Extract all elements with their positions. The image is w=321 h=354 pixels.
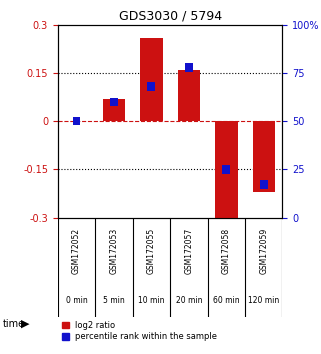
- Bar: [147, 82, 155, 91]
- Text: GSM172059: GSM172059: [259, 227, 268, 274]
- Bar: [73, 117, 81, 125]
- Text: 20 min: 20 min: [176, 296, 202, 304]
- Title: GDS3030 / 5794: GDS3030 / 5794: [118, 9, 222, 22]
- Bar: [140, 38, 163, 121]
- Bar: [178, 70, 200, 121]
- Bar: [222, 165, 230, 174]
- Bar: [110, 98, 118, 106]
- Text: 5 min: 5 min: [103, 296, 125, 304]
- Bar: [185, 63, 193, 72]
- Text: 10 min: 10 min: [138, 296, 165, 304]
- Text: time: time: [3, 319, 25, 329]
- Bar: [260, 181, 268, 189]
- Bar: [103, 99, 125, 121]
- Text: GSM172058: GSM172058: [222, 228, 231, 274]
- Text: 120 min: 120 min: [248, 296, 279, 304]
- Bar: [215, 121, 238, 219]
- Text: GSM172053: GSM172053: [109, 227, 118, 274]
- Text: GSM172055: GSM172055: [147, 227, 156, 274]
- Text: GSM172057: GSM172057: [184, 227, 193, 274]
- Text: GSM172052: GSM172052: [72, 228, 81, 274]
- Bar: [253, 121, 275, 192]
- Text: ▶: ▶: [21, 319, 29, 329]
- Text: 60 min: 60 min: [213, 296, 239, 304]
- Legend: log2 ratio, percentile rank within the sample: log2 ratio, percentile rank within the s…: [62, 321, 217, 341]
- Text: 0 min: 0 min: [65, 296, 87, 304]
